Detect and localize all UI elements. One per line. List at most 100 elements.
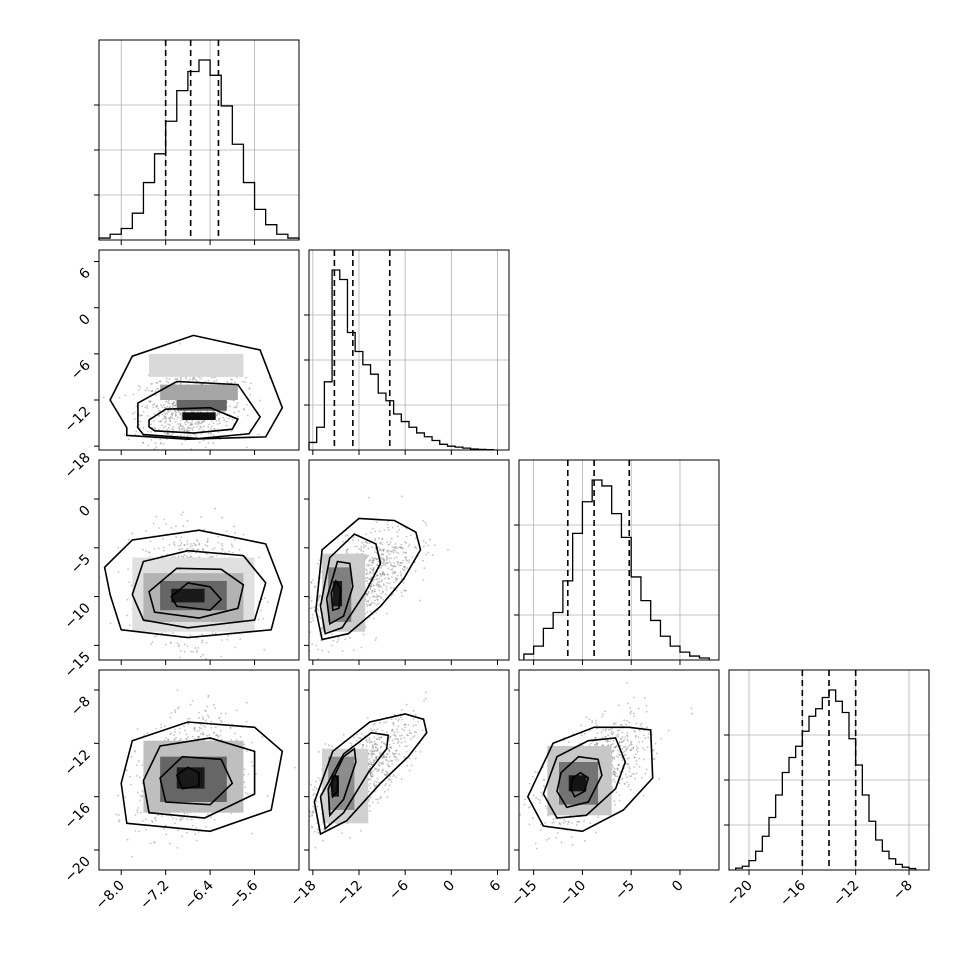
sample-point (243, 408, 245, 411)
sample-point (205, 719, 207, 722)
sample-point (186, 430, 189, 432)
sample-point (162, 546, 165, 549)
sample-point (376, 598, 379, 601)
sample-point (144, 406, 147, 409)
sample-point (293, 806, 295, 808)
sample-point (372, 775, 374, 777)
sample-point (604, 728, 607, 731)
sample-point (311, 812, 313, 815)
sample-point (150, 438, 153, 441)
sample-point (385, 588, 388, 591)
sample-point (131, 412, 134, 415)
sample-point (218, 717, 220, 720)
sample-point (173, 404, 176, 407)
sample-point (214, 726, 217, 729)
sample-point (389, 746, 392, 749)
sample-point (612, 750, 615, 753)
sample-point (169, 716, 172, 719)
sample-point (374, 768, 377, 771)
sample-point (415, 731, 417, 734)
sample-point (188, 429, 191, 432)
sample-point (394, 734, 396, 736)
sample-point (375, 746, 378, 749)
sample-point (612, 766, 614, 768)
sample-point (375, 755, 378, 758)
sample-point (369, 596, 372, 599)
sample-point (135, 405, 138, 408)
sample-point (158, 428, 160, 431)
sample-point (184, 423, 187, 426)
sample-point (377, 763, 380, 766)
sample-point (214, 507, 216, 510)
sample-point (618, 782, 621, 784)
sample-point (202, 733, 205, 736)
sample-point (242, 533, 245, 536)
sample-point (393, 753, 396, 755)
density-panel (293, 669, 510, 871)
sample-point (199, 425, 202, 428)
sample-point (157, 451, 159, 453)
sample-point (615, 745, 617, 748)
sample-point (185, 428, 188, 431)
sample-point (193, 727, 196, 730)
sample-point (230, 382, 233, 384)
sample-point (371, 745, 374, 748)
sample-point (146, 387, 148, 390)
sample-point (223, 410, 226, 413)
sample-point (400, 564, 402, 567)
sample-point (193, 726, 196, 729)
sample-point (174, 544, 176, 547)
sample-point (172, 402, 174, 405)
sample-point (375, 558, 378, 560)
sample-point (634, 731, 636, 733)
sample-point (424, 691, 427, 694)
sample-point (365, 592, 368, 595)
sample-point (131, 855, 133, 858)
sample-point (185, 555, 188, 558)
sample-point (447, 548, 449, 551)
sample-point (341, 540, 344, 543)
sample-point (404, 556, 407, 559)
sample-point (195, 423, 197, 425)
sample-point (371, 775, 373, 778)
sample-point (424, 541, 427, 544)
sample-point (387, 760, 390, 763)
sample-point (395, 758, 397, 761)
sample-point (164, 421, 166, 424)
sample-point (373, 780, 376, 783)
sample-point (257, 618, 260, 621)
sample-point (620, 738, 622, 741)
sample-point (220, 542, 223, 545)
sample-point (390, 747, 392, 749)
sample-point (364, 544, 367, 547)
sample-point (354, 545, 356, 548)
sample-point (637, 707, 640, 710)
sample-point (179, 382, 182, 385)
sample-point (186, 818, 188, 820)
sample-point (166, 405, 169, 408)
sample-point (159, 380, 162, 383)
sample-point (217, 419, 220, 422)
contour-line (319, 731, 390, 831)
sample-point (630, 748, 633, 751)
sample-point (591, 719, 594, 722)
sample-point (171, 403, 174, 405)
sample-point (301, 776, 303, 778)
sample-point (220, 721, 223, 723)
sample-point (411, 556, 414, 559)
sample-point (177, 554, 180, 557)
sample-point (373, 759, 376, 762)
sample-point (175, 536, 178, 538)
sample-point (394, 543, 397, 545)
sample-point (201, 653, 204, 656)
sample-point (302, 833, 304, 835)
sample-point (379, 572, 382, 575)
sample-point (370, 775, 373, 778)
sample-point (221, 738, 223, 741)
sample-point (601, 736, 604, 739)
sample-point (148, 551, 151, 554)
sample-point (148, 400, 151, 403)
sample-point (219, 734, 222, 737)
sample-point (387, 778, 390, 780)
sample-point (390, 781, 393, 784)
